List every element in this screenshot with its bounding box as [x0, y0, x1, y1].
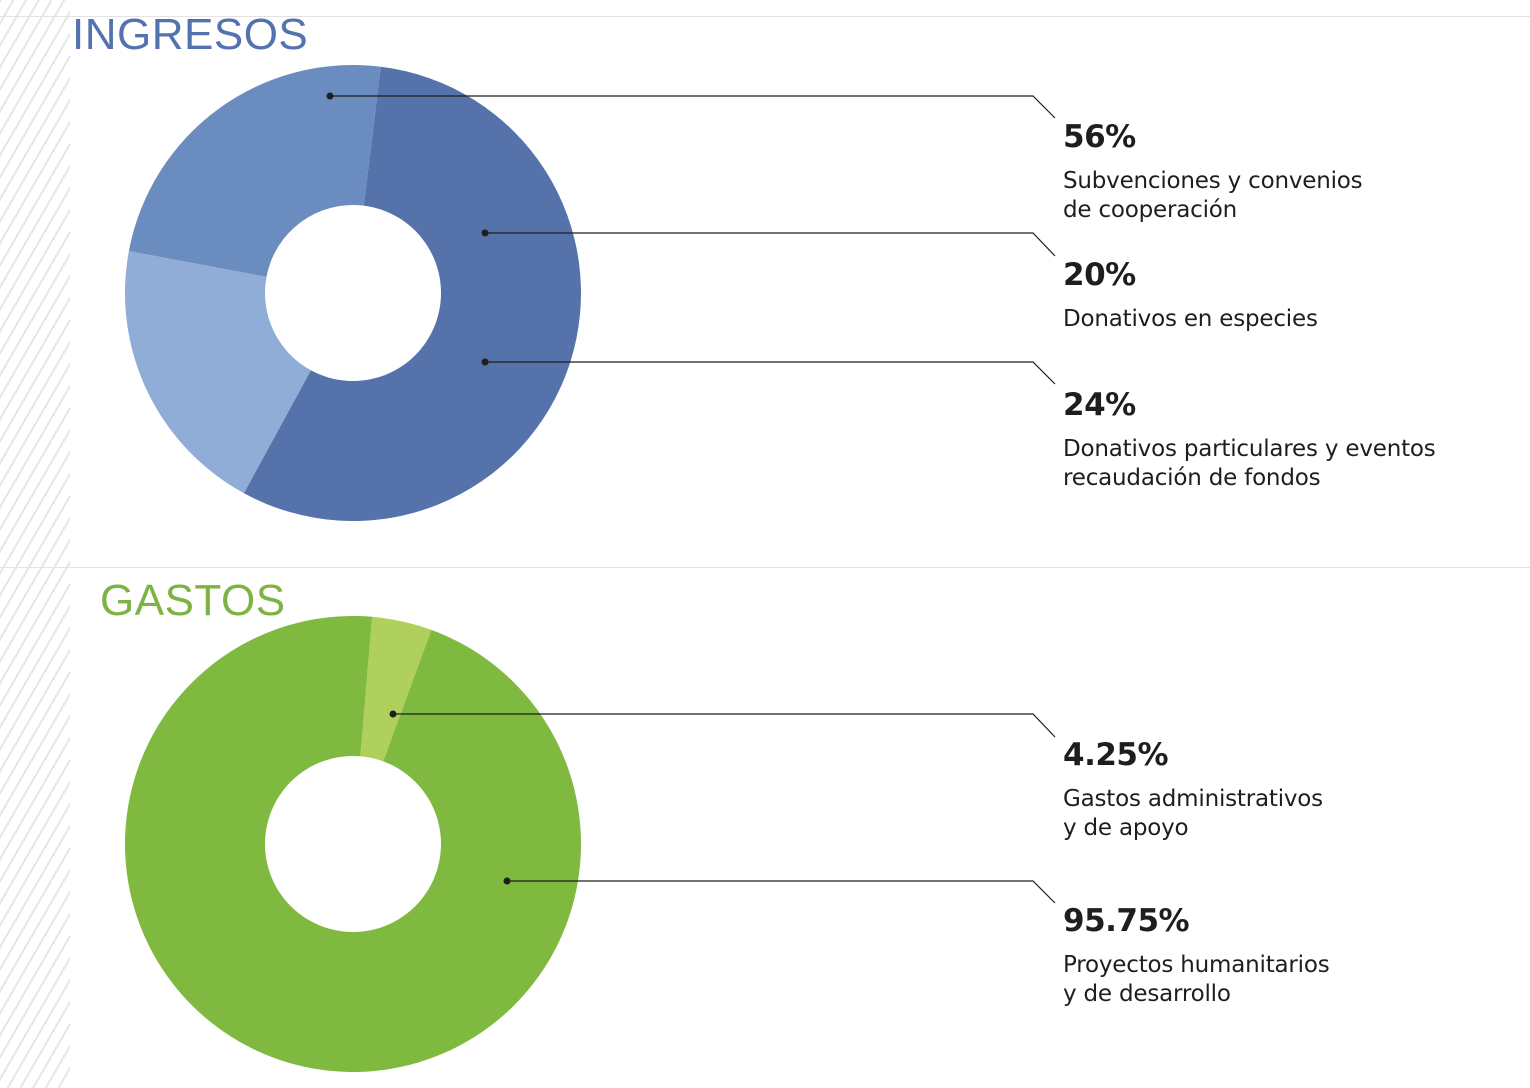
- ingresos-leader-dot-0: [326, 92, 334, 100]
- ingresos-label-1: 20% Donativos en especies: [1063, 260, 1318, 334]
- ingresos-label-0-value: 56%: [1063, 119, 1136, 155]
- divider-middle: [0, 567, 1530, 568]
- gastos-label-0-text: Gastos administrativos y de apoyo: [1063, 786, 1323, 841]
- ingresos-title: INGRESOS: [72, 10, 309, 59]
- ingresos-label-2: 24% Donativos particulares y eventos rec…: [1063, 390, 1436, 493]
- gastos-leader-line-1: [507, 880, 1056, 904]
- gastos-slice-1: [125, 616, 582, 1072]
- ingresos-label-2-value: 24%: [1063, 387, 1136, 423]
- ingresos-label-0: 56% Subvenciones y convenios de cooperac…: [1063, 119, 1363, 225]
- gastos-label-1-text: Proyectos humanitarios y de desarrollo: [1063, 952, 1330, 1007]
- ingresos-leader-dot-1: [481, 229, 489, 237]
- ingresos-donut-chart: [124, 64, 1056, 522]
- ingresos-slice-1: [124, 251, 311, 494]
- ingresos-slice-0: [243, 66, 581, 522]
- gastos-title: GASTOS: [100, 576, 286, 625]
- gastos-donut-chart: [125, 616, 1056, 1072]
- divider-top: [0, 16, 1530, 17]
- ingresos-leader-line-2: [485, 361, 1056, 385]
- hatched-margin: [0, 0, 70, 1088]
- gastos-leader-dot-1: [503, 877, 511, 885]
- gastos-slice-0: [360, 616, 432, 762]
- gastos-leader-dot-0: [389, 710, 397, 718]
- ingresos-label-0-text: Subvenciones y convenios de cooperación: [1063, 168, 1363, 223]
- gastos-leader-line-0: [393, 713, 1056, 738]
- ingresos-slice-2: [128, 64, 381, 277]
- gastos-label-1-value: 95.75%: [1063, 903, 1190, 939]
- ingresos-label-2-text: Donativos particulares y eventos recauda…: [1063, 436, 1436, 491]
- gastos-label-0-value: 4.25%: [1063, 737, 1169, 773]
- ingresos-leader-line-1: [485, 232, 1056, 257]
- gastos-label-0: 4.25% Gastos administrativos y de apoyo: [1063, 740, 1323, 843]
- ingresos-leader-line-0: [330, 95, 1056, 119]
- ingresos-leader-dot-2: [481, 358, 489, 366]
- gastos-label-1: 95.75% Proyectos humanitarios y de desar…: [1063, 906, 1330, 1009]
- ingresos-label-1-text: Donativos en especies: [1063, 306, 1318, 332]
- ingresos-label-1-value: 20%: [1063, 257, 1136, 293]
